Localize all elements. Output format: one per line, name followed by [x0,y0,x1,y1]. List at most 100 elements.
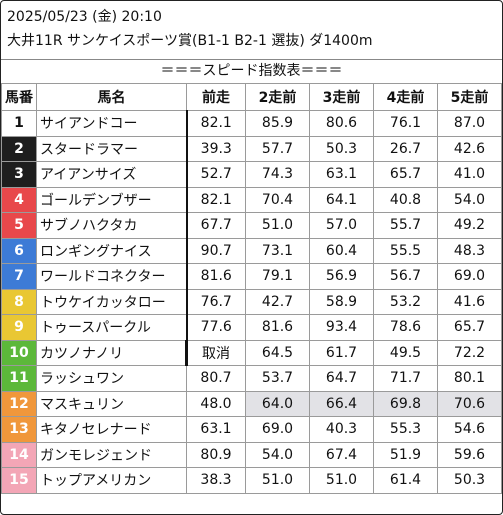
index-2nd: 74.3 [245,161,310,188]
table-row: 7 ワールドコネクター 81.6 79.1 56.9 56.7 69.0 [1,263,502,290]
index-2nd: 85.9 [245,110,310,137]
index-3rd: 93.4 [309,314,374,341]
index-2nd: 54.0 [245,441,310,468]
index-2nd: 70.4 [245,186,310,213]
index-last: 48.0 [186,390,246,417]
index-4th: 65.7 [373,161,438,188]
table-row: 10 カツノナノリ 取消 64.5 61.7 49.5 72.2 [1,339,502,366]
index-2nd: 53.7 [245,365,310,392]
index-4th: 78.6 [373,314,438,341]
table-row: 3 アイアンサイズ 52.7 74.3 63.1 65.7 41.0 [1,161,502,188]
index-4th: 26.7 [373,135,438,162]
column-header-name: 馬名 [36,83,187,111]
index-2nd: 69.0 [245,416,310,443]
table-row: 1 サイアンドコー 82.1 85.9 80.6 76.1 87.0 [1,110,502,137]
table-row: 14 ガンモレジェンド 80.9 54.0 67.4 51.9 59.6 [1,441,502,468]
horse-name: ワールドコネクター [36,263,188,290]
index-5th: 49.2 [437,212,502,239]
index-4th: 49.5 [373,339,438,366]
horse-number: 1 [1,110,37,137]
index-2nd: 81.6 [245,314,310,341]
column-header-4th: 4走前 [373,83,438,111]
index-4th: 53.2 [373,288,438,315]
column-header-number: 馬番 [1,83,37,111]
horse-number: 3 [1,161,37,188]
horse-name: ゴールデンブザー [36,186,188,213]
index-last: 38.3 [186,467,246,494]
index-2nd: 42.7 [245,288,310,315]
horse-number: 4 [1,186,37,213]
index-last: 77.6 [186,314,246,341]
index-3rd: 64.1 [309,186,374,213]
index-last: 81.6 [186,263,246,290]
index-3rd: 56.9 [309,263,374,290]
horse-name: アイアンサイズ [36,161,188,188]
section-title: ＝＝＝スピード指数表＝＝＝ [1,59,502,84]
index-2nd: 79.1 [245,263,310,290]
index-3rd: 50.3 [309,135,374,162]
index-5th: 70.6 [437,390,502,417]
table-header-row: 馬番 馬名 前走 2走前 3走前 4走前 5走前 [1,83,502,111]
index-2nd: 64.0 [245,390,310,417]
horse-number: 11 [1,365,37,392]
index-4th: 55.7 [373,212,438,239]
index-5th: 69.0 [437,263,502,290]
index-3rd: 80.6 [309,110,374,137]
horse-number: 2 [1,135,37,162]
table-row: 2 スタードラマー 39.3 57.7 50.3 26.7 42.6 [1,135,502,162]
table-row: 11 ラッシュワン 80.7 53.7 64.7 71.7 80.1 [1,365,502,392]
index-last: 67.7 [186,212,246,239]
index-3rd: 64.7 [309,365,374,392]
horse-number: 14 [1,441,37,468]
horse-name: トウケイカッタロー [36,288,188,315]
index-last: 90.7 [186,237,246,264]
index-2nd: 73.1 [245,237,310,264]
index-3rd: 60.4 [309,237,374,264]
index-4th: 40.8 [373,186,438,213]
horse-number: 15 [1,467,37,494]
horse-name: トップアメリカン [36,467,187,494]
table-row: 13 キタノセレナード 63.1 69.0 40.3 55.3 54.6 [1,416,502,443]
speed-index-table: 馬番 馬名 前走 2走前 3走前 4走前 5走前 1 サイアンドコー 82.1 85.… [1,83,502,494]
index-5th: 87.0 [437,110,502,137]
horse-name: カツノナノリ [36,339,187,366]
horse-name: サイアンドコー [36,110,188,137]
table-row: 4 ゴールデンブザー 82.1 70.4 64.1 40.8 54.0 [1,186,502,213]
race-title: 大井11R サンケイスポーツ賞(B1-1 B2-1 選抜) ダ1400m [7,33,373,49]
index-3rd: 51.0 [309,467,374,494]
index-5th: 48.3 [437,237,502,264]
column-header-5th: 5走前 [437,83,502,111]
horse-number: 9 [1,314,37,341]
index-2nd: 57.7 [245,135,310,162]
index-last: 取消 [185,339,246,366]
horse-number: 8 [1,288,37,315]
horse-number: 7 [1,263,37,290]
horse-name: ロンギングナイス [36,237,188,264]
race-datetime: 2025/05/23 (金) 20:10 [7,9,162,25]
index-4th: 71.7 [373,365,438,392]
horse-name: ラッシュワン [36,365,187,392]
horse-name: サブノハクタカ [36,212,188,239]
index-3rd: 67.4 [309,441,374,468]
index-5th: 80.1 [437,365,502,392]
index-last: 82.1 [186,186,246,213]
index-5th: 54.6 [437,416,502,443]
index-last: 80.7 [186,365,246,392]
index-2nd: 51.0 [245,467,310,494]
index-4th: 69.8 [373,390,438,417]
index-2nd: 64.5 [245,339,310,366]
horse-name: キタノセレナード [36,416,187,443]
index-5th: 42.6 [437,135,502,162]
table-row: 6 ロンギングナイス 90.7 73.1 60.4 55.5 48.3 [1,237,502,264]
index-2nd: 51.0 [245,212,310,239]
index-4th: 56.7 [373,263,438,290]
index-5th: 65.7 [437,314,502,341]
index-5th: 41.6 [437,288,502,315]
index-3rd: 57.0 [309,212,374,239]
horse-number: 5 [1,212,37,239]
index-5th: 72.2 [437,339,502,366]
index-5th: 41.0 [437,161,502,188]
horse-name: ガンモレジェンド [36,441,187,468]
table-row: 15 トップアメリカン 38.3 51.0 51.0 61.4 50.3 [1,467,502,494]
index-last: 76.7 [186,288,246,315]
